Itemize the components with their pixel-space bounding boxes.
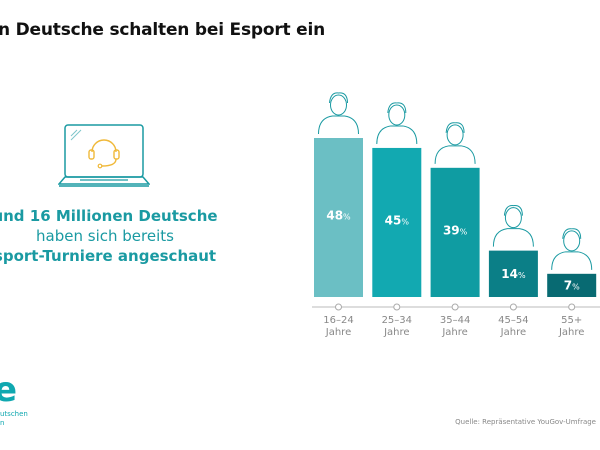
person-icon	[434, 122, 476, 164]
logo-text-line-1: utschen	[0, 410, 28, 418]
bar	[547, 273, 597, 297]
person-icon	[492, 205, 534, 247]
x-tick-label: 35–44 Jahre	[440, 315, 470, 338]
x-tick-label: 25–34 Jahre	[382, 315, 412, 338]
claim-line-3: sport-Turniere angeschaut	[0, 247, 217, 265]
person-icon	[318, 92, 359, 135]
bar	[314, 138, 363, 297]
bar-value-label: 45%	[385, 213, 410, 227]
claim-line-2: haben sich bereits	[36, 227, 174, 245]
axis-tick-marker	[451, 303, 459, 311]
bar	[372, 147, 422, 297]
axis-tick-marker	[393, 303, 401, 311]
logo: e	[0, 370, 18, 410]
axis-tick-marker	[568, 303, 576, 311]
bar	[430, 167, 480, 297]
claim-line-1: und 16 Millionen Deutsche	[0, 207, 218, 225]
claim-text: und 16 Millionen Deutsche haben sich ber…	[0, 206, 250, 266]
person-icon	[376, 102, 418, 144]
laptop-headset-icon	[58, 124, 150, 187]
person-icon	[551, 228, 593, 270]
x-tick-label: 55+ Jahre	[558, 315, 584, 338]
axis-tick-marker	[509, 303, 517, 311]
logo-text-line-2: n	[0, 419, 5, 427]
bar-value-label: 39%	[443, 223, 468, 237]
source-note: Quelle: Repräsentative YouGov-Umfrage	[455, 418, 596, 426]
page-title: n Deutsche schalten bei Esport ein	[0, 20, 326, 40]
logo-text: utschen n	[0, 410, 28, 428]
axis-tick-marker	[335, 303, 342, 311]
bar-value-label: 7%	[564, 278, 580, 292]
bar-value-label: 14%	[501, 267, 526, 281]
x-tick-label: 16–24 Jahre	[323, 315, 353, 338]
bar-value-label: 48%	[326, 209, 351, 223]
x-tick-label: 45–54 Jahre	[498, 315, 528, 338]
bar	[488, 250, 538, 297]
